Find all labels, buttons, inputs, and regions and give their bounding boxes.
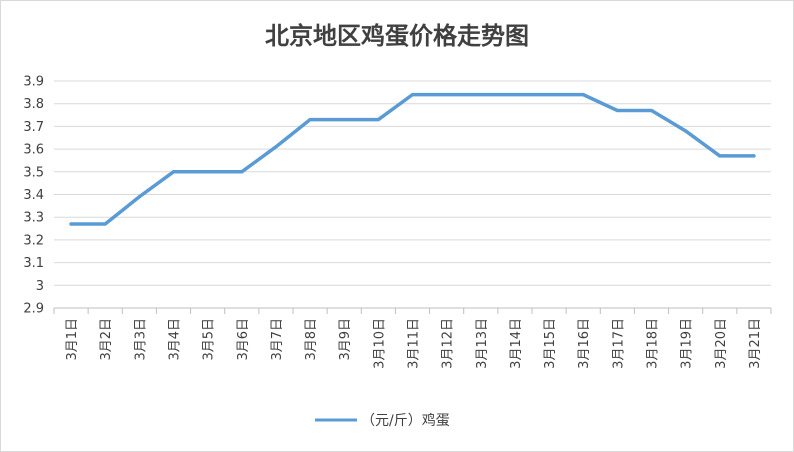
data-point [513, 93, 517, 97]
y-tick-label: 2.9 [23, 302, 44, 317]
y-tick-label: 3.6 [23, 143, 44, 158]
data-point [137, 195, 141, 199]
y-tick-label: 3.7 [23, 120, 44, 135]
x-tick-label: 3月8日 [304, 318, 319, 361]
x-tick-label: 3月10日 [372, 318, 387, 369]
y-tick-label: 3.9 [23, 75, 44, 90]
y-tick-label: 3.8 [23, 97, 44, 112]
x-tick-label: 3月9日 [338, 318, 353, 361]
y-axis-ticks: 2.9 3 3.1 3.2 3.3 3.4 3.5 3.6 3.7 3.8 3.9 [23, 75, 44, 317]
x-tick-label: 3月7日 [270, 318, 285, 361]
y-tick-label: 3.2 [23, 233, 44, 248]
x-tick-label: 3月6日 [236, 318, 251, 361]
y-tick-label: 3 [36, 279, 44, 294]
data-point [752, 154, 756, 158]
data-point [547, 93, 551, 97]
x-tick-label: 3月17日 [611, 318, 626, 369]
data-point [650, 109, 653, 113]
chart-title: 北京地区鸡蛋价格走势图 [265, 21, 529, 50]
data-point [581, 93, 585, 97]
x-tick-label: 3月20日 [714, 318, 729, 369]
data-point [411, 93, 414, 97]
data-point [172, 170, 175, 174]
data-point [718, 154, 722, 158]
y-tick-label: 3.4 [23, 188, 44, 203]
x-tick-label: 3月16日 [577, 318, 592, 369]
data-point [69, 222, 73, 226]
x-tick-label: 3月5日 [202, 318, 217, 361]
y-tick-label: 3.1 [23, 256, 44, 271]
y-tick-label: 3.3 [23, 211, 44, 226]
data-point [103, 222, 107, 226]
data-point [684, 129, 688, 133]
x-tick-label: 3月14日 [509, 318, 524, 369]
data-point [479, 93, 483, 97]
series [69, 92, 756, 226]
data-point [376, 118, 380, 122]
data-point [308, 118, 312, 122]
data-point [206, 170, 210, 174]
x-tick-label: 3月19日 [680, 318, 695, 369]
x-tick-label: 3月11日 [407, 318, 422, 369]
legend-label: （元/斤）鸡蛋 [361, 412, 450, 429]
x-tick-label: 3月1日 [65, 318, 80, 361]
x-tick-label: 3月21日 [748, 318, 763, 369]
x-tick-label: 3月15日 [543, 318, 558, 369]
series-line [69, 92, 756, 226]
data-point [240, 170, 244, 174]
y-tick-label: 3.5 [23, 165, 44, 180]
data-point [615, 109, 619, 113]
x-axis: 3月1日 3月2日 3月3日 3月4日 3月5日 3月6日 3月7日 3月8日 3月9日 3月10… [53, 308, 772, 369]
gridlines [54, 80, 771, 309]
x-tick-label: 3月13日 [475, 318, 490, 369]
data-point [445, 93, 449, 97]
data-point [342, 118, 346, 122]
x-tick-label: 3月12日 [441, 318, 456, 369]
legend: （元/斤）鸡蛋 [315, 412, 450, 429]
x-tick-label: 3月18日 [646, 318, 661, 369]
x-tick-label: 3月3日 [133, 318, 148, 361]
x-tick-label: 3月4日 [168, 318, 183, 361]
data-point [274, 145, 278, 149]
x-tick-label: 3月2日 [99, 318, 114, 361]
